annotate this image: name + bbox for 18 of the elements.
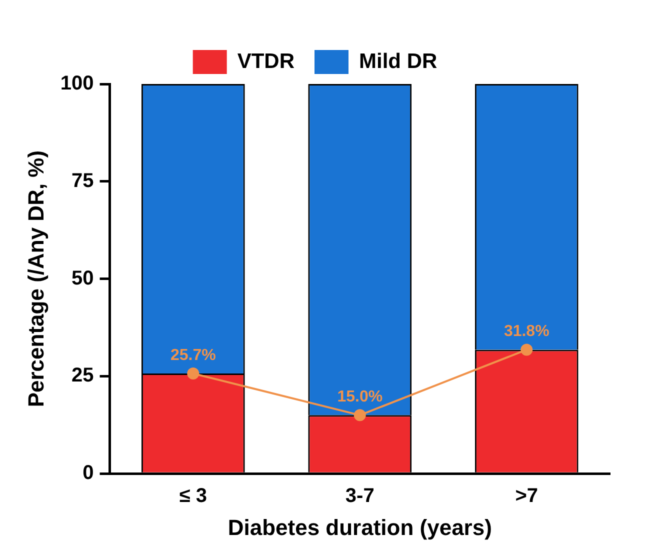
x-tick-label: 3-7	[345, 485, 374, 508]
point	[520, 344, 533, 356]
x-tick-label: >7	[515, 485, 538, 508]
legend-label: Mild DR	[359, 50, 438, 73]
y-tick-label: 100	[60, 72, 94, 95]
data-label: 31.8%	[504, 323, 550, 340]
legend-label: VTDR	[237, 50, 295, 73]
point	[187, 367, 200, 380]
y-tick-label: 0	[82, 462, 94, 484]
x-axis-title: Diabetes duration (years)	[228, 514, 492, 540]
y-axis-title: Percentage (/Any DR, %)	[23, 150, 48, 408]
data-label: 15.0%	[337, 388, 383, 406]
data-label: 25.7%	[170, 346, 216, 364]
y-tick-label: 50	[72, 267, 94, 290]
x-tick-label: ≤ 3	[179, 485, 207, 508]
y-tick-label: 75	[72, 170, 94, 192]
point	[354, 409, 366, 422]
y-tick-label: 25	[72, 364, 94, 387]
